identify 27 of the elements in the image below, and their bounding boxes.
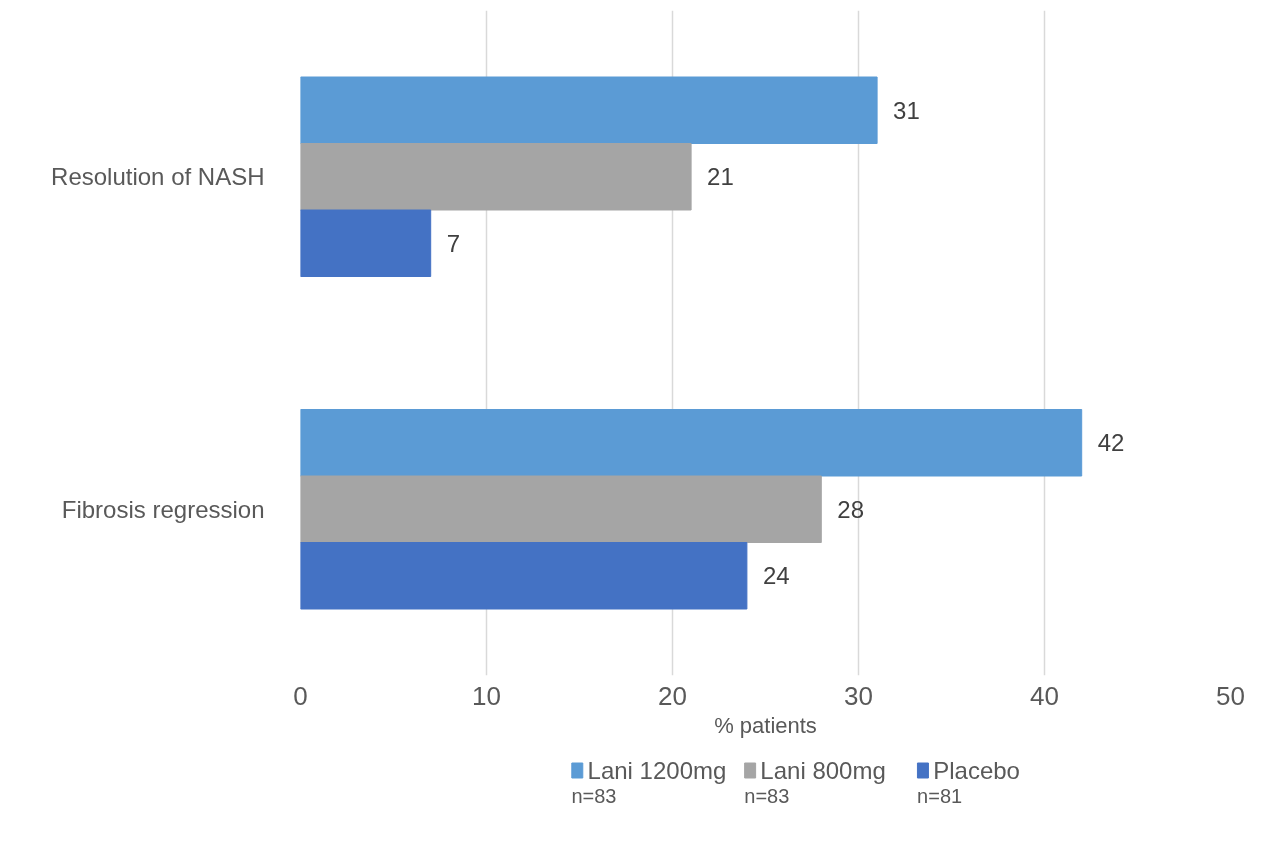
legend-label: Lani 800mg: [760, 757, 886, 784]
bar: [300, 542, 748, 610]
legend-label: Lani 1200mg: [587, 757, 727, 784]
bar: [300, 143, 692, 211]
text: n=83: [571, 784, 617, 807]
x-tick-label: 0: [293, 680, 308, 711]
bar: [300, 409, 1083, 477]
y-tick-label: Resolution of NASH: [51, 163, 265, 191]
data-label: 42: [1097, 429, 1125, 457]
data-label: 7: [446, 229, 461, 257]
legend-label: Placebo: [933, 757, 1020, 784]
x-tick-label: 40: [1030, 680, 1059, 711]
x-tick-label: 20: [658, 680, 687, 711]
bar: [300, 209, 432, 277]
bar: [300, 76, 878, 144]
x-tick-label: 10: [472, 680, 501, 711]
data-label: 28: [837, 495, 864, 523]
data-label: 24: [762, 562, 790, 590]
data-label: 21: [707, 163, 734, 191]
text: n=81: [917, 784, 963, 807]
x-tick-label: 50: [1216, 680, 1245, 711]
data-label: 31: [893, 96, 920, 124]
text: n=83: [744, 784, 790, 807]
bar: [300, 475, 822, 543]
x-tick-label: 30: [844, 680, 873, 711]
x-axis-title: % patients: [714, 712, 817, 738]
y-tick-label: Fibrosis regression: [61, 495, 265, 523]
